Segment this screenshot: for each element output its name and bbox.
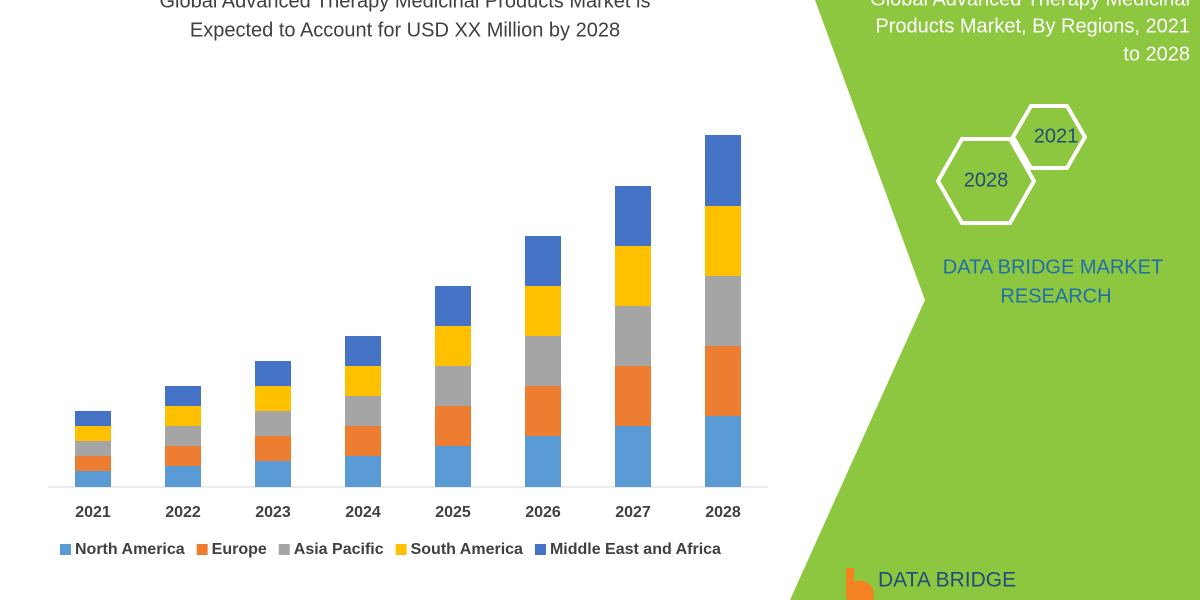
bar-segment xyxy=(345,396,381,426)
bar-segment xyxy=(255,361,291,386)
legend-label: Middle East and Africa xyxy=(550,541,721,558)
legend-label: Europe xyxy=(212,541,267,558)
bar-segment xyxy=(165,406,201,426)
bar-segment xyxy=(435,406,471,446)
hexagon-label: 2028 xyxy=(964,169,1009,191)
hexagon xyxy=(1010,104,1088,170)
bar-segment xyxy=(705,135,741,206)
bar-segment xyxy=(75,471,111,487)
brand: DATA BRIDGE MARKET xyxy=(943,256,1163,278)
legend-swatch xyxy=(196,544,208,555)
legend-swatch xyxy=(278,544,290,555)
bar-segment xyxy=(615,306,651,366)
bar-segment xyxy=(75,426,111,441)
legend-label: Asia Pacific xyxy=(294,541,384,558)
panel-title: Products Market, By Regions, 2021 xyxy=(875,15,1190,37)
legend-label: North America xyxy=(75,541,185,558)
bar-segment xyxy=(435,446,471,487)
bar-segment xyxy=(165,466,201,487)
legend-label: South America xyxy=(411,541,523,558)
bar-segment xyxy=(615,186,651,246)
x-tick-label: 2028 xyxy=(705,504,741,521)
hexagon-label: 2021 xyxy=(1034,125,1079,147)
chart-title: Expected to Account for USD XX Million b… xyxy=(190,19,620,41)
bar-segment xyxy=(615,366,651,426)
x-tick-label: 2027 xyxy=(615,504,651,521)
x-tick-label: 2024 xyxy=(345,504,381,521)
bar-segment xyxy=(435,286,471,326)
bar-segment xyxy=(165,426,201,446)
panel-title: Global Advanced Therapy Medicinal xyxy=(870,0,1190,10)
side-panel xyxy=(790,0,1200,600)
bar-segment xyxy=(525,236,561,286)
bar-segment xyxy=(345,426,381,456)
bar-segment xyxy=(165,446,201,466)
bar-segment xyxy=(255,411,291,436)
logo-mark xyxy=(845,568,874,600)
bar-segment xyxy=(75,456,111,471)
legend-swatch xyxy=(60,544,71,555)
panel-title: to 2028 xyxy=(1123,43,1190,65)
bar-segment xyxy=(75,441,111,456)
x-tick-label: 2021 xyxy=(75,504,111,521)
bar-segment xyxy=(705,346,741,416)
bar-segment xyxy=(615,246,651,306)
bar-segment xyxy=(435,326,471,366)
bar-segment xyxy=(705,206,741,276)
bar-segment xyxy=(255,436,291,461)
bar-segment xyxy=(525,386,561,436)
x-tick-label: 2023 xyxy=(255,504,291,521)
hexagon xyxy=(935,137,1037,225)
plot: 2021 2022 2023 2024 2025 2026 2027 2028 North Am… xyxy=(60,135,741,558)
chart-title: Global Advanced Therapy Medicinal Produc… xyxy=(160,0,651,12)
bar-segment xyxy=(75,411,111,426)
bar-segment xyxy=(345,456,381,487)
x-tick-label: 2026 xyxy=(525,504,561,521)
bar-segment xyxy=(345,366,381,396)
bar-segment xyxy=(165,386,201,406)
bar-segment xyxy=(615,426,651,487)
legend-swatch xyxy=(534,544,546,555)
bar-segment xyxy=(525,436,561,487)
bar-segment xyxy=(435,366,471,406)
logo-text: DATA BRIDGE xyxy=(878,569,1016,592)
bar-segment xyxy=(525,286,561,336)
legend-swatch xyxy=(395,544,407,555)
bar-segment xyxy=(345,336,381,366)
x-tick-label: 2022 xyxy=(165,504,201,521)
x-tick-label: 2025 xyxy=(435,504,471,521)
brand: RESEARCH xyxy=(1000,285,1111,307)
bar-segment xyxy=(705,416,741,487)
bar-segment xyxy=(255,461,291,487)
bar-segment xyxy=(255,386,291,411)
bar-segment xyxy=(705,276,741,346)
bar-segment xyxy=(525,336,561,386)
